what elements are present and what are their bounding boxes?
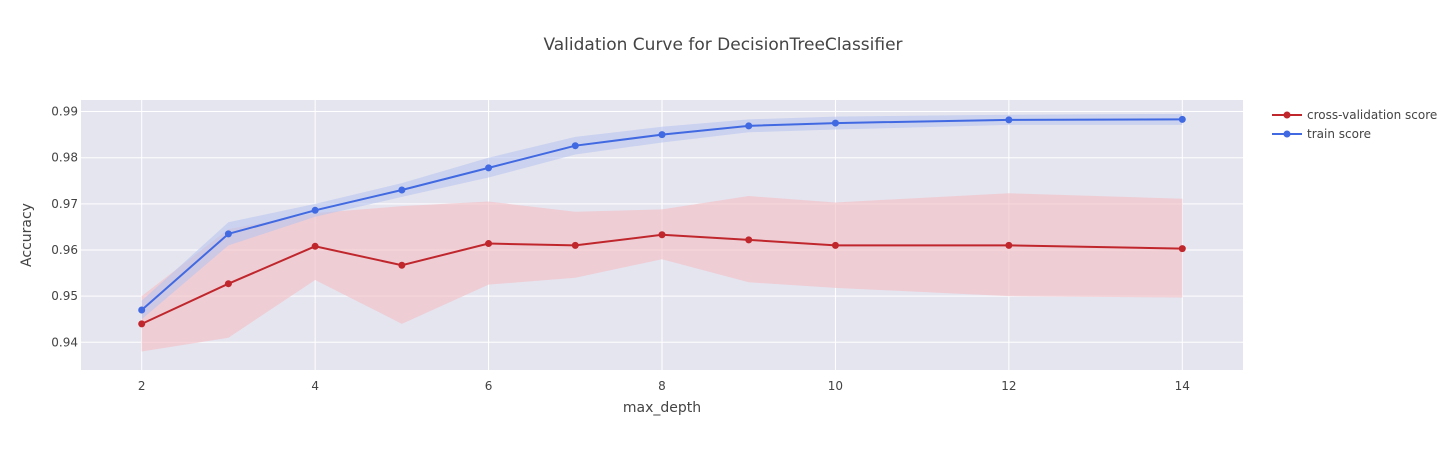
confidence-band bbox=[141, 193, 1183, 352]
data-point[interactable] bbox=[1005, 116, 1013, 124]
x-tick-label: 10 bbox=[828, 379, 843, 393]
y-tick-label: 0.97 bbox=[51, 197, 78, 211]
x-tick-label: 12 bbox=[1001, 379, 1016, 393]
data-point[interactable] bbox=[745, 122, 753, 130]
chart-title: Validation Curve for DecisionTreeClassif… bbox=[543, 35, 902, 55]
data-point[interactable] bbox=[138, 306, 146, 314]
confidence-bands bbox=[141, 113, 1183, 352]
x-tick-label: 8 bbox=[658, 379, 666, 393]
data-point[interactable] bbox=[398, 186, 406, 194]
x-tick-label: 6 bbox=[485, 379, 493, 393]
data-point[interactable] bbox=[485, 240, 493, 248]
legend-label: cross-validation score bbox=[1307, 108, 1437, 122]
data-point[interactable] bbox=[485, 164, 493, 172]
series-points bbox=[138, 115, 1186, 328]
data-point[interactable] bbox=[1178, 115, 1186, 123]
data-point[interactable] bbox=[311, 242, 319, 250]
data-point[interactable] bbox=[1178, 245, 1186, 253]
y-tick-label: 0.95 bbox=[51, 289, 78, 303]
data-point[interactable] bbox=[224, 230, 232, 238]
data-point[interactable] bbox=[138, 320, 146, 328]
data-point[interactable] bbox=[745, 236, 753, 244]
data-point[interactable] bbox=[571, 241, 579, 249]
data-point[interactable] bbox=[658, 131, 666, 139]
data-point[interactable] bbox=[831, 241, 839, 249]
y-tick-label: 0.99 bbox=[51, 105, 78, 119]
data-point[interactable] bbox=[224, 280, 232, 288]
legend-item-cross-validation[interactable]: cross-validation score bbox=[1272, 108, 1437, 122]
x-axis-label: max_depth bbox=[623, 400, 701, 416]
y-axis-label: Accuracy bbox=[19, 203, 35, 267]
y-tick-label: 0.96 bbox=[51, 243, 78, 257]
data-point[interactable] bbox=[311, 206, 319, 214]
x-tick-label: 4 bbox=[311, 379, 319, 393]
legend-marker bbox=[1283, 111, 1291, 119]
legend-label: train score bbox=[1307, 127, 1371, 141]
data-point[interactable] bbox=[398, 261, 406, 269]
x-tick-label: 14 bbox=[1175, 379, 1190, 393]
data-point[interactable] bbox=[571, 142, 579, 150]
y-tick-label: 0.94 bbox=[51, 335, 78, 349]
tick-labels: 2 4 6 8 10 12 14 0.94 0.95 0.96 0.97 0.98 0.99 bbox=[51, 105, 1190, 393]
legend-item-train-score[interactable]: train score bbox=[1272, 127, 1371, 141]
y-tick-label: 0.98 bbox=[51, 151, 78, 165]
legend-marker bbox=[1283, 130, 1291, 138]
data-point[interactable] bbox=[658, 231, 666, 239]
data-point[interactable] bbox=[1005, 241, 1013, 249]
legend[interactable]: cross-validation score train score bbox=[1272, 108, 1437, 141]
data-point[interactable] bbox=[831, 119, 839, 127]
x-tick-label: 2 bbox=[138, 379, 146, 393]
